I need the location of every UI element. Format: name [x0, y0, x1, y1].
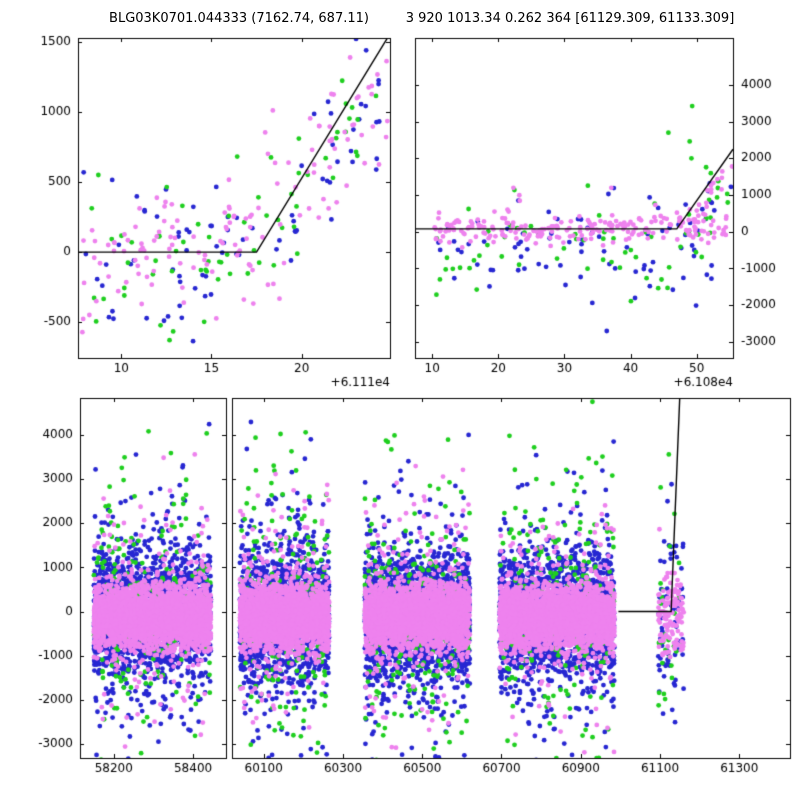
subplot-title-right: 3 920 1013.34 0.262 364 [61129.309, 6113…	[405, 11, 735, 26]
subplot-title-left: BLG03K0701.044333 (7162.74, 687.11)	[109, 11, 369, 26]
